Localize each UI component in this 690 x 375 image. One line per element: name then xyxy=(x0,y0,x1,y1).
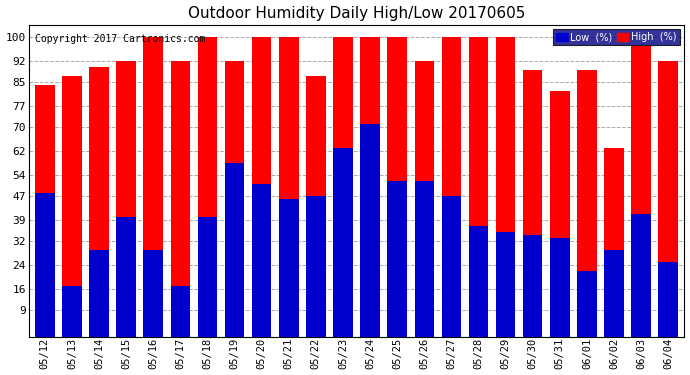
Title: Outdoor Humidity Daily High/Low 20170605: Outdoor Humidity Daily High/Low 20170605 xyxy=(188,6,525,21)
Bar xyxy=(415,181,434,337)
Bar xyxy=(198,217,217,337)
Bar xyxy=(35,193,55,337)
Text: Copyright 2017 Cartronics.com: Copyright 2017 Cartronics.com xyxy=(35,34,206,44)
Bar xyxy=(279,36,299,337)
Bar xyxy=(279,199,299,337)
Bar xyxy=(35,84,55,337)
Bar xyxy=(577,271,597,337)
Bar xyxy=(577,69,597,337)
Bar xyxy=(306,75,326,337)
Bar xyxy=(387,36,407,337)
Bar xyxy=(442,36,461,337)
Bar xyxy=(360,124,380,337)
Bar xyxy=(496,36,515,337)
Bar xyxy=(523,69,542,337)
Bar xyxy=(144,250,163,337)
Bar xyxy=(658,262,678,337)
Bar xyxy=(523,235,542,337)
Bar xyxy=(198,36,217,337)
Bar xyxy=(550,238,569,337)
Bar xyxy=(170,60,190,337)
Bar xyxy=(604,148,624,337)
Bar xyxy=(469,226,489,337)
Bar xyxy=(496,232,515,337)
Bar xyxy=(62,286,81,337)
Bar xyxy=(252,184,271,337)
Bar xyxy=(333,36,353,337)
Bar xyxy=(604,250,624,337)
Bar xyxy=(469,36,489,337)
Bar xyxy=(89,250,109,337)
Bar xyxy=(550,91,569,337)
Bar xyxy=(89,66,109,337)
Bar xyxy=(117,60,136,337)
Bar xyxy=(631,214,651,337)
Bar xyxy=(415,60,434,337)
Bar xyxy=(225,163,244,337)
Legend: Low  (%), High  (%): Low (%), High (%) xyxy=(553,29,680,45)
Bar xyxy=(387,181,407,337)
Bar xyxy=(144,36,163,337)
Bar xyxy=(442,196,461,337)
Bar xyxy=(252,36,271,337)
Bar xyxy=(333,148,353,337)
Bar xyxy=(360,36,380,337)
Bar xyxy=(62,75,81,337)
Bar xyxy=(658,60,678,337)
Bar xyxy=(117,217,136,337)
Bar xyxy=(631,45,651,337)
Bar xyxy=(170,286,190,337)
Bar xyxy=(225,60,244,337)
Bar xyxy=(306,196,326,337)
